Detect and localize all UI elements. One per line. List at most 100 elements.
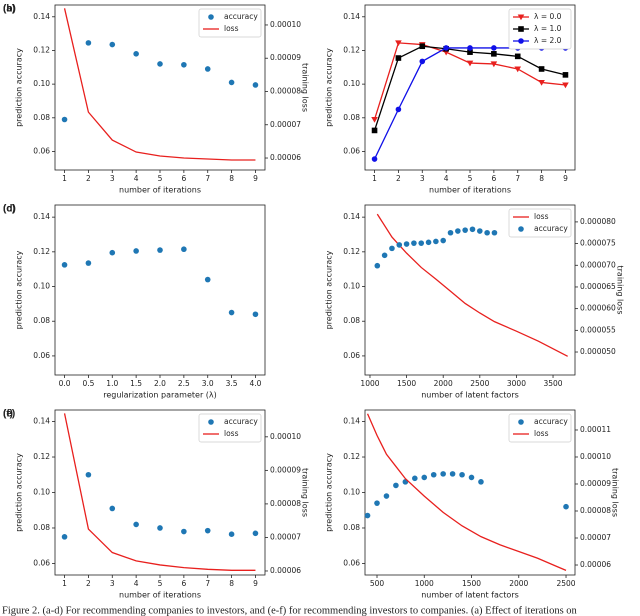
y-tick-label: 0.14 [343,12,360,21]
x-tick-label: 7 [205,174,210,183]
marker [181,61,187,68]
x-tick-label: 1 [372,174,377,183]
x-axis-label: number of latent factors [421,391,519,400]
legend-marker [518,26,524,32]
marker [393,482,399,489]
legend-label: λ = 1.0 [534,24,562,33]
marker [204,276,211,283]
marker [61,116,68,123]
marker [371,156,378,162]
marker [133,51,139,57]
marker [252,82,259,88]
y-tick-label: 0.12 [33,45,50,54]
marker [421,474,428,481]
marker [133,248,139,254]
x-tick-label: 9 [563,174,568,183]
marker [440,237,447,244]
y2-axis-label: training loss [611,468,620,517]
x-tick-label: 6 [181,579,186,588]
y-tick-label: 0.12 [343,452,360,461]
x-tick-label: 1 [62,174,67,183]
x-axis-label: regularization parameter (λ) [103,391,217,400]
marker [419,58,426,65]
x-axis-label: number of iterations [119,591,201,600]
y-tick-label: 0.10 [343,282,360,291]
marker [418,240,425,246]
x-tick-label: 3.5 [226,379,238,388]
y-tick-label: 0.12 [33,247,50,256]
y-tick-label: 0.14 [33,417,50,426]
x-tick-label: 9 [253,579,258,588]
y2-tick-label: 0.000055 [580,325,616,334]
x-tick-label: 0.0 [59,379,71,388]
x-tick-label: 5 [158,579,163,588]
y2-tick-label: 0.00010 [580,452,611,461]
x-tick-label: 3 [110,579,115,588]
x-tick-label: 1500 [397,379,416,388]
marker [383,493,390,499]
marker [449,471,456,477]
marker [412,475,418,482]
marker [419,43,426,50]
x-tick-label: 3500 [543,379,562,388]
series-line [63,413,256,571]
series-line [63,8,256,161]
y2-tick-label: 0.00008 [580,506,611,515]
marker [491,51,497,57]
legend-label: accuracy [534,417,568,426]
legend-label: λ = 0.0 [534,12,562,21]
y2-tick-label: 0.00007 [270,120,301,129]
marker [395,40,402,47]
marker [396,242,403,248]
marker [538,66,545,72]
y-tick-label: 0.06 [33,351,50,360]
y-tick-label: 0.08 [33,113,50,122]
marker [478,479,484,485]
marker [484,229,490,236]
legend-marker [208,14,214,20]
y2-axis-label: training loss [301,63,310,112]
x-tick-label: 1 [62,579,67,588]
y-tick-label: 0.08 [343,113,360,122]
marker [562,72,569,78]
y2-tick-label: 0.000050 [580,347,616,356]
marker [228,531,235,537]
y-axis-label: prediction accuracy [325,250,334,329]
marker [109,505,116,512]
y-tick-label: 0.08 [343,316,360,325]
marker [381,252,388,259]
y2-tick-label: 0.00010 [270,20,301,29]
y2-tick-label: 0.00007 [580,533,611,542]
y2-axis-label: training loss [301,468,310,517]
marker [514,53,521,60]
y-tick-label: 0.08 [33,316,50,325]
marker [469,226,476,233]
x-tick-label: 4 [134,174,139,183]
legend-box [198,8,262,38]
x-tick-label: 8 [229,174,234,183]
x-tick-label: 1000 [415,579,434,588]
y2-tick-label: 0.000065 [580,282,616,291]
y2-tick-label: 0.00009 [270,465,301,474]
marker [133,521,139,528]
marker [228,309,235,316]
marker [468,474,475,481]
y2-tick-label: 0.000060 [580,304,616,313]
marker [467,45,473,51]
x-tick-label: 2000 [434,379,453,388]
marker [371,127,378,134]
x-tick-label: 9 [253,174,258,183]
marker [157,61,163,67]
x-axis-label: number of latent factors [421,591,519,600]
marker [228,79,235,86]
legend-label: accuracy [534,224,568,233]
y2-tick-label: 0.00006 [270,153,301,162]
marker [157,247,163,253]
panel-label: (d) [3,204,16,215]
x-tick-label: 2.5 [178,379,190,388]
x-tick-label: 2500 [556,579,575,588]
marker [157,525,163,531]
marker [477,228,483,234]
y2-tick-label: 0.00008 [270,499,301,508]
x-tick-label: 2500 [470,379,489,388]
